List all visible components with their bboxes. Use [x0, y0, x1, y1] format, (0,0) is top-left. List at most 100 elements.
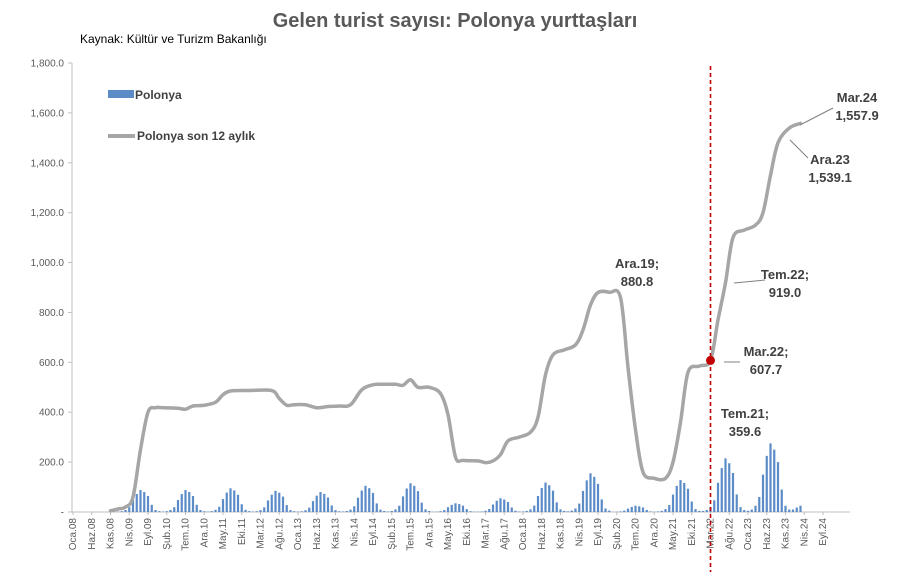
x-tick-label: Tem.10: [181, 518, 192, 551]
bar: [795, 507, 798, 512]
bar: [671, 494, 675, 512]
bar: [716, 482, 720, 512]
annotation-label: Mar.22;: [744, 344, 789, 359]
annotation-label: Ara.23: [810, 152, 850, 167]
x-tick-label: Tem.20: [631, 518, 642, 551]
bar: [330, 505, 333, 512]
bar: [413, 485, 416, 512]
bar: [469, 511, 472, 512]
x-tick-label: Nis.24: [799, 518, 810, 547]
bar: [656, 511, 660, 512]
bar: [439, 511, 442, 512]
series-line: [108, 121, 803, 513]
x-tick-label: Eki.11: [237, 518, 248, 545]
bar: [428, 510, 431, 512]
x-tick-label: Nis.09: [124, 518, 135, 547]
y-tick-label: 1,800.0: [31, 59, 65, 70]
bar: [191, 496, 195, 512]
x-tick-label: Kas.18: [556, 518, 567, 550]
bar: [454, 503, 457, 512]
bar: [491, 504, 495, 512]
bar: [409, 483, 412, 512]
bar: [686, 488, 690, 512]
y-tick-label: 1,400.0: [31, 158, 65, 169]
bar: [529, 509, 532, 512]
x-axis-ticks: Oca.08 Haz.08 Kas.08 Nis.09 Eyl.09 Şub.10 Tem.…: [68, 512, 829, 551]
x-tick-label: Şub.10: [162, 518, 173, 550]
bar: [124, 510, 127, 512]
legend-label-bars: Polonya: [135, 88, 182, 102]
bar: [566, 511, 570, 512]
annotation-leader: [799, 107, 834, 126]
bar: [649, 511, 652, 512]
bar: [169, 510, 172, 512]
bar: [188, 492, 191, 512]
y-tick-label: 1,200.0: [31, 208, 65, 219]
bar: [623, 510, 626, 512]
bar: [521, 511, 525, 512]
bar: [608, 510, 611, 512]
bar: [210, 511, 213, 512]
bar: [308, 507, 311, 512]
bar: [701, 511, 705, 512]
bar: [420, 502, 423, 512]
bar: [544, 482, 547, 512]
bar: [368, 488, 371, 512]
bar: [300, 511, 303, 512]
bar: [323, 493, 326, 512]
bar: [390, 510, 393, 512]
bar: [143, 492, 146, 512]
x-tick-label: Eyl.14: [368, 518, 379, 546]
bar: [278, 492, 281, 512]
y-tick-label: 400.0: [39, 408, 64, 419]
x-tick-label: Nis.14: [349, 518, 360, 547]
axes: [71, 63, 850, 513]
bar: [229, 488, 232, 512]
x-tick-label: Mar.17: [481, 518, 492, 549]
annotation-label: Tem.22;: [761, 267, 809, 282]
bar: [574, 508, 577, 512]
bar: [266, 500, 270, 512]
bar: [488, 509, 491, 512]
bar: [146, 496, 150, 512]
bar: [255, 511, 258, 512]
bar: [319, 492, 322, 512]
annotation-value: 1,557.9: [835, 108, 878, 123]
bar: [270, 494, 273, 512]
bar: [750, 509, 753, 512]
x-tick-label: May.21: [668, 518, 679, 550]
bar: [585, 480, 588, 512]
bar: [780, 489, 783, 512]
legend-swatch-bars: [108, 90, 134, 98]
bar: [236, 494, 240, 512]
bar: [743, 510, 746, 512]
bar: [600, 499, 603, 512]
x-tick-label: Ara.10: [199, 518, 210, 548]
bar: [398, 505, 401, 512]
bar: [698, 510, 701, 512]
annotation-label: Ara.19;: [615, 256, 659, 271]
bar: [180, 494, 183, 512]
bar: [788, 509, 791, 512]
bar: [776, 462, 780, 512]
bar: [176, 500, 180, 512]
bar: [784, 505, 787, 512]
x-tick-label: Eyl.09: [143, 518, 154, 546]
bar: [443, 510, 446, 512]
x-tick-label: Eyl.19: [593, 518, 604, 546]
y-tick-label: -: [61, 508, 64, 519]
bar: [233, 490, 236, 512]
bar: [458, 504, 461, 512]
bar: [731, 472, 735, 512]
bar: [285, 505, 288, 512]
bar: [735, 494, 738, 512]
bar: [281, 496, 285, 512]
bar: [739, 507, 742, 512]
chart-source: Kaynak: Kültür ve Turizm Bakanlığı: [80, 32, 267, 46]
bar: [720, 468, 723, 512]
bar: [195, 504, 198, 512]
bar: [604, 508, 607, 512]
bar: [465, 509, 468, 512]
bar: [641, 507, 645, 512]
